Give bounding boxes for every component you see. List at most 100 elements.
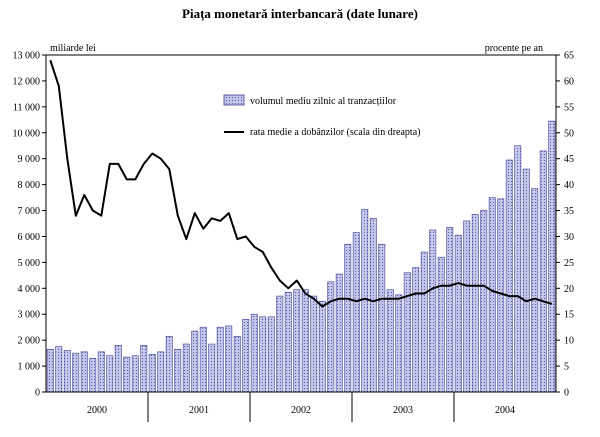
left-tick-label: 9 000 [18,154,41,165]
bar [403,272,411,393]
bar [514,145,522,393]
right-axis-unit: procente pe an [485,43,543,54]
bar [284,291,292,393]
left-tick-label: 4 000 [18,284,41,295]
bar [225,325,233,393]
bar [488,197,496,393]
left-tick-label: 1 000 [18,362,41,373]
bar [344,243,352,393]
right-tick-label: 35 [564,206,574,217]
right-tick-label: 45 [564,154,574,165]
year-label: 2001 [189,405,209,416]
bar [454,234,462,393]
left-tick-label: 8 000 [18,180,41,191]
legend-bar-label: volumul mediu zilnic al tranzacțiilor [250,96,397,107]
bar [242,319,250,393]
bar [378,243,386,393]
bar [412,267,420,393]
right-tick-label: 60 [564,76,574,87]
bar [148,354,156,393]
bar [199,326,207,393]
right-tick-label: 0 [564,388,569,399]
x-axis: 2000 2001 2002 2003 2004 [87,392,515,422]
bar [97,351,105,393]
right-tick-label: 25 [564,258,574,269]
right-tick-label: 55 [564,102,574,113]
bar [497,198,505,393]
bar [123,356,131,393]
legend: volumul mediu zilnic al tranzacțiilor ra… [223,94,420,138]
year-label: 2000 [87,405,107,416]
bar [140,345,148,393]
bar [165,335,173,393]
bar [276,295,284,393]
bar [182,343,190,393]
bar [157,351,165,393]
right-tick-label: 50 [564,128,574,139]
left-tick-label: 5 000 [18,258,41,269]
left-tick-label: 12 000 [13,76,41,87]
bar [437,256,445,393]
bar [89,357,97,393]
left-tick-label: 10 000 [13,128,41,139]
bar [216,326,224,393]
bar [208,343,216,393]
bar [471,214,479,393]
bar [106,355,114,393]
rate-line [49,59,553,308]
bar [301,289,309,393]
bar [327,281,335,393]
bar [174,348,182,393]
bar [361,208,369,393]
bar [72,352,80,393]
bar [293,289,301,393]
bar [395,294,403,393]
bar [369,218,377,393]
left-tick-label: 7 000 [18,206,41,217]
bar [259,316,267,393]
bar [505,159,513,393]
bar [80,351,88,393]
bar [531,188,539,393]
bar [191,330,199,393]
bar [429,229,437,393]
bar [386,289,394,393]
bar [63,350,71,393]
right-tick-label: 65 [564,51,574,62]
legend-line-label: rata medie a dobânzilor (scala din dreap… [250,127,420,138]
year-label: 2002 [291,405,311,416]
left-tick-label: 6 000 [18,232,41,243]
bar [463,220,471,393]
left-tick-label: 2 000 [18,336,41,347]
left-tick-label: 13 000 [13,51,41,62]
right-axis: 0 5 10 15 20 25 30 35 40 45 50 55 60 65 [556,51,574,399]
bar [480,210,488,393]
bar [310,295,318,393]
bar [539,150,547,393]
bar [46,348,54,393]
bar [250,313,258,393]
bar [267,316,275,393]
bar [522,168,530,393]
bar [420,251,428,393]
right-tick-label: 40 [564,180,574,191]
bar [114,345,122,393]
bar [131,355,139,393]
year-label: 2003 [393,405,413,416]
right-tick-label: 15 [564,310,574,321]
right-tick-label: 10 [564,336,574,347]
left-tick-label: 3 000 [18,310,41,321]
right-tick-label: 20 [564,284,574,295]
bar [548,120,556,393]
bar [446,227,454,393]
left-tick-label: 11 000 [13,102,40,113]
chart-title: Piața monetară interbancară (date lunare… [182,6,418,22]
right-tick-label: 30 [564,232,574,243]
bar [352,232,360,393]
bar [55,346,63,393]
plot-frame [45,54,557,393]
bar [335,273,343,393]
left-axis: 0 1 000 2 000 3 000 4 000 5 000 6 000 7 000 8 00… [13,51,46,399]
left-axis-unit: miliarde lei [50,43,96,54]
